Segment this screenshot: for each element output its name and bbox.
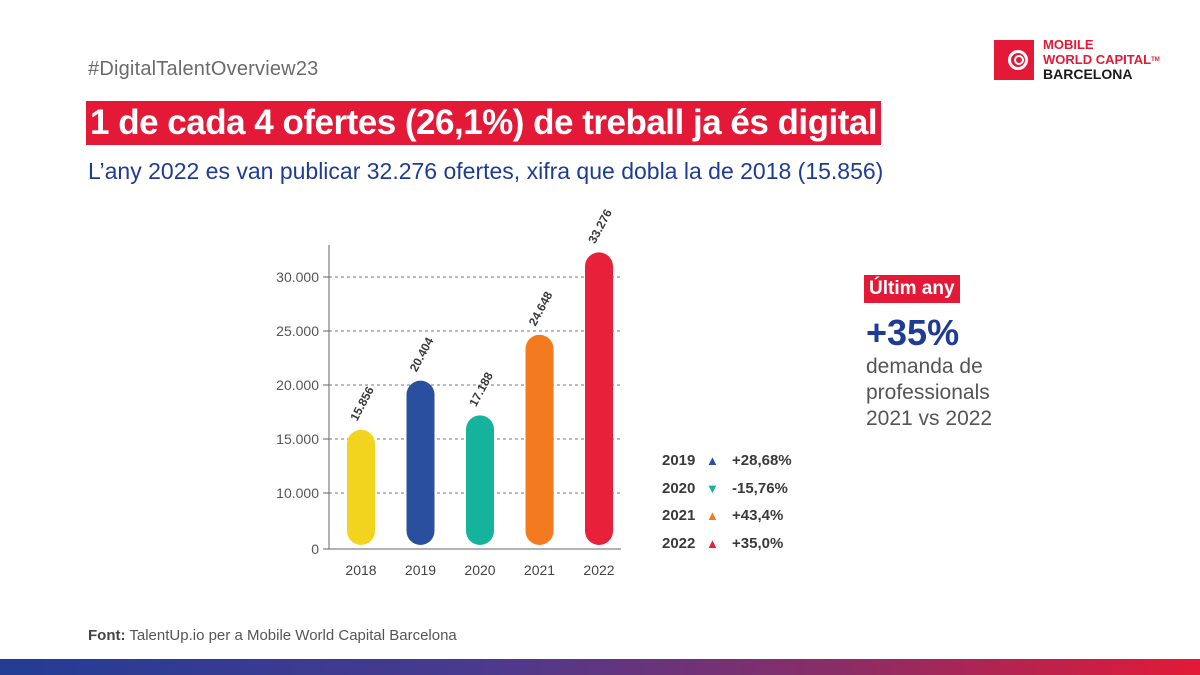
mwc-logo-icon <box>994 40 1034 80</box>
y-tick-label: 0 <box>311 541 319 557</box>
x-tick-label: 2020 <box>464 562 495 578</box>
logo-trademark: TM <box>1151 56 1160 63</box>
page-subtitle: L’any 2022 es van publicar 32.276 oferte… <box>88 158 884 184</box>
bar <box>585 252 613 546</box>
bar <box>525 334 554 545</box>
y-tick-label: 25.000 <box>276 323 319 339</box>
up-arrow-icon: ▲ <box>706 508 719 523</box>
growth-value: +35% <box>866 312 960 353</box>
bar-value-label: 17.188 <box>466 370 496 409</box>
bar <box>406 380 435 545</box>
bar <box>466 415 494 545</box>
logo-line-1: MOBILE <box>1043 37 1094 52</box>
x-tick-label: 2018 <box>345 562 376 578</box>
growth-desc-line: 2021 vs 2022 <box>866 407 993 430</box>
change-year: 2022 <box>662 534 696 552</box>
source-label: Font: <box>88 627 126 644</box>
change-row: 2021 ▲ +43,4% <box>662 507 792 535</box>
logo-line-3: BARCELONA <box>1043 66 1133 82</box>
last-year-badge: Últim any <box>864 275 960 303</box>
bar-value-label: 15.856 <box>347 384 377 423</box>
logo-line-2: WORLD CAPITAL <box>1043 51 1152 67</box>
change-value: +43,4% <box>732 507 784 524</box>
page-title: 1 de cada 4 ofertes (26,1%) de treball j… <box>90 103 878 142</box>
bar-chart: 0 10.000 15.000 20.000 25.000 30.000 15.856 201… <box>276 207 621 578</box>
change-row: 2019 ▲ +28,68% <box>662 452 792 480</box>
bar-value-label: 20.404 <box>407 335 437 374</box>
x-tick-label: 2021 <box>524 562 555 578</box>
change-year: 2021 <box>662 507 696 524</box>
y-tick-label: 30.000 <box>276 269 319 285</box>
change-year: 2020 <box>662 479 696 497</box>
y-tick-label: 15.000 <box>276 431 319 447</box>
growth-desc-line: professionals <box>866 381 990 404</box>
change-value: -15,76% <box>732 479 788 497</box>
x-tick-label: 2022 <box>583 562 614 578</box>
growth-description: demanda de professionals 2021 vs 2022 <box>866 354 992 432</box>
bar <box>347 429 375 545</box>
bar-value-label: 33.276 <box>585 207 615 246</box>
yearly-changes: 2019 ▲ +28,68% 2020 ▼ -15,76% 2021 ▲ +43,4% 20… <box>662 452 792 562</box>
down-arrow-icon: ▼ <box>706 480 719 496</box>
x-tick-label: 2019 <box>405 562 436 578</box>
source-text: TalentUp.io per a Mobile World Capital B… <box>125 627 457 644</box>
change-value: +28,68% <box>732 452 792 469</box>
hashtag: #DigitalTalentOverview23 <box>88 58 319 80</box>
change-value: +35,0% <box>732 534 784 552</box>
change-year: 2019 <box>662 452 696 469</box>
up-arrow-icon: ▲ <box>706 453 719 468</box>
bar-value-label: 24.648 <box>526 289 556 328</box>
up-arrow-icon: ▲ <box>706 535 719 551</box>
change-row: 2022 ▲ +35,0% <box>662 535 792 563</box>
y-tick-label: 10.000 <box>276 485 319 501</box>
y-tick-label: 20.000 <box>276 377 319 393</box>
mwc-logo: MOBILE WORLD CAPITALTM BARCELONA <box>994 37 1169 82</box>
title-band: 1 de cada 4 ofertes (26,1%) de treball j… <box>86 101 882 145</box>
growth-desc-line: demanda de <box>866 355 983 378</box>
source-footer: Font: TalentUp.io per a Mobile World Cap… <box>88 627 457 644</box>
bottom-gradient-bar <box>0 659 1200 675</box>
change-row: 2020 ▼ -15,76% <box>662 480 792 508</box>
